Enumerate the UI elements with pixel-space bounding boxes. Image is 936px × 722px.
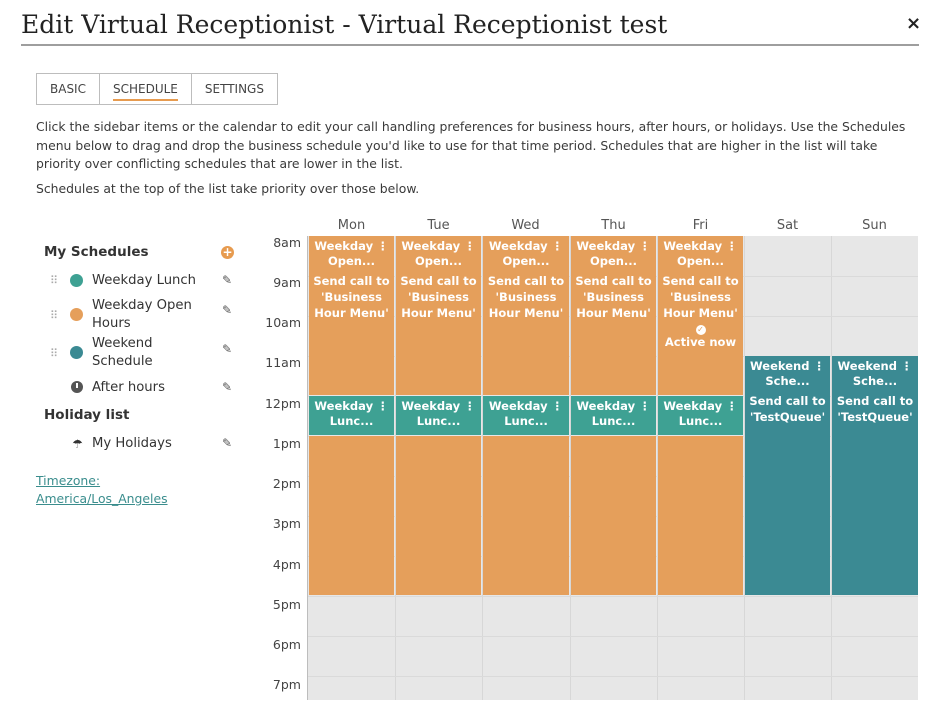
event-weekday-open-fri-afternoon[interactable] bbox=[658, 436, 743, 595]
event-title: Weekday ⋮ Open... bbox=[314, 239, 389, 268]
event-description: Send call to 'Business Hour Menu' bbox=[313, 274, 390, 320]
sidebar-item-label: My Holidays bbox=[92, 436, 172, 451]
edit-pencil-icon[interactable]: ✎ bbox=[222, 380, 233, 394]
day-header-fri: Fri bbox=[692, 218, 709, 233]
time-label-5pm: 5pm bbox=[272, 597, 301, 612]
event-weekday-lunch-fri[interactable]: Weekday ⋮ Lunc... bbox=[658, 396, 743, 435]
event-title: Weekday ⋮ Lunc... bbox=[488, 399, 564, 428]
day-header-thu: Thu bbox=[601, 218, 626, 233]
tab-settings[interactable]: SETTINGS bbox=[204, 82, 264, 96]
event-weekday-open-mon-afternoon[interactable] bbox=[309, 436, 394, 595]
event-title: Weekday ⋮ Open... bbox=[663, 239, 738, 268]
event-description: Send call to 'TestQueue' bbox=[749, 394, 826, 424]
edit-pencil-icon[interactable]: ✎ bbox=[222, 303, 233, 317]
event-weekday-open-tue-afternoon[interactable] bbox=[396, 436, 481, 595]
event-title: Weekend ⋮ Sche... bbox=[837, 359, 913, 388]
sidebar-item-label: Weekday Open Hours bbox=[92, 298, 192, 331]
tab-bar: BASIC SCHEDULE SETTINGS bbox=[36, 73, 278, 105]
drag-handle-icon[interactable]: ⠿ bbox=[50, 347, 58, 360]
time-label-9am: 9am bbox=[273, 275, 301, 290]
clock-icon bbox=[71, 381, 83, 393]
tab-basic[interactable]: BASIC bbox=[37, 74, 100, 104]
event-weekday-lunch-tue[interactable]: Weekday ⋮ Lunc... bbox=[396, 396, 481, 435]
time-label-7pm: 7pm bbox=[272, 677, 301, 692]
event-weekday-open-mon[interactable]: Weekday ⋮ Open... Send call to 'Business… bbox=[309, 236, 394, 395]
drag-handle-icon[interactable]: ⠿ bbox=[50, 274, 58, 287]
timezone-link[interactable]: Timezone: America/Los_Angeles bbox=[36, 472, 168, 508]
day-header-wed: Wed bbox=[511, 218, 540, 233]
timezone-value: America/Los_Angeles bbox=[36, 491, 168, 506]
drag-handle-icon[interactable]: ⠿ bbox=[50, 309, 58, 322]
time-label-1pm: 1pm bbox=[272, 436, 301, 451]
event-title: Weekday ⋮ Lunc... bbox=[576, 399, 651, 428]
event-title: Weekday ⋮ Lunc... bbox=[401, 399, 476, 428]
event-description: Send call to 'Business Hour Menu' bbox=[662, 274, 739, 320]
event-title: Weekday ⋮ Lunc... bbox=[314, 399, 389, 428]
time-label-12pm: 12pm bbox=[264, 396, 301, 411]
tab-schedule[interactable]: SCHEDULE bbox=[100, 74, 192, 104]
active-now-label: Active now bbox=[664, 335, 737, 349]
event-weekday-lunch-mon[interactable]: Weekday ⋮ Lunc... bbox=[309, 396, 394, 435]
event-weekend-sat[interactable]: Weekend ⋮ Sche... Send call to 'TestQueu… bbox=[745, 356, 830, 595]
time-label-6pm: 6pm bbox=[272, 637, 301, 652]
event-description: Send call to 'Business Hour Menu' bbox=[400, 274, 477, 320]
event-title: Weekday ⋮ Lunc... bbox=[663, 399, 738, 428]
priority-note: Schedules at the top of the list take pr… bbox=[36, 181, 420, 196]
umbrella-icon: ☂ bbox=[72, 437, 83, 451]
sidebar-item-label: Weekday Lunch bbox=[92, 273, 197, 288]
event-weekday-open-wed[interactable]: Weekday ⋮ Open... Send call to 'Business… bbox=[483, 236, 569, 395]
event-description: Send call to 'TestQueue' bbox=[836, 394, 914, 424]
event-weekday-open-fri[interactable]: Weekday ⋮ Open... Send call to 'Business… bbox=[658, 236, 743, 395]
day-header-sat: Sat bbox=[776, 218, 799, 233]
day-header-mon: Mon bbox=[337, 218, 366, 233]
title-divider bbox=[21, 44, 919, 46]
event-title: Weekday ⋮ Open... bbox=[576, 239, 651, 268]
event-weekday-lunch-thu[interactable]: Weekday ⋮ Lunc... bbox=[571, 396, 656, 435]
dialog-title: Edit Virtual Receptionist - Virtual Rece… bbox=[21, 10, 668, 39]
sidebar-item-label: Weekend Schedule bbox=[92, 336, 153, 369]
edit-pencil-icon[interactable]: ✎ bbox=[222, 273, 233, 287]
event-weekday-open-thu[interactable]: Weekday ⋮ Open... Send call to 'Business… bbox=[571, 236, 656, 395]
schedule-color-dot bbox=[70, 274, 83, 287]
time-label-10am: 10am bbox=[265, 315, 301, 330]
calendar-axis bbox=[307, 236, 308, 700]
event-weekday-lunch-wed[interactable]: Weekday ⋮ Lunc... bbox=[483, 396, 569, 435]
edit-pencil-icon[interactable]: ✎ bbox=[222, 342, 233, 356]
event-weekday-open-thu-afternoon[interactable] bbox=[571, 436, 656, 595]
event-description: Send call to 'Business Hour Menu' bbox=[575, 274, 652, 320]
event-description: Send call to 'Business Hour Menu' bbox=[487, 274, 565, 320]
day-header-sun: Sun bbox=[862, 218, 887, 233]
add-schedule-icon[interactable]: + bbox=[221, 245, 234, 259]
sidebar-item-label: After hours bbox=[92, 380, 165, 395]
event-weekday-open-tue[interactable]: Weekday ⋮ Open... Send call to 'Business… bbox=[396, 236, 481, 395]
event-title: Weekday ⋮ Open... bbox=[401, 239, 476, 268]
schedule-description: Click the sidebar items or the calendar … bbox=[36, 119, 906, 171]
time-label-2pm: 2pm bbox=[272, 476, 301, 491]
time-label-11am: 11am bbox=[265, 355, 301, 370]
holiday-list-heading: Holiday list bbox=[44, 407, 130, 423]
edit-pencil-icon[interactable]: ✎ bbox=[222, 436, 233, 450]
timezone-label: Timezone: bbox=[36, 473, 101, 488]
time-label-3pm: 3pm bbox=[272, 516, 301, 531]
event-weekend-sun[interactable]: Weekend ⋮ Sche... Send call to 'TestQueu… bbox=[832, 356, 918, 595]
day-header-tue: Tue bbox=[427, 218, 450, 233]
time-label-8am: 8am bbox=[273, 235, 301, 250]
schedule-color-dot bbox=[70, 346, 83, 359]
my-schedules-heading: My Schedules bbox=[44, 244, 149, 260]
close-icon[interactable]: × bbox=[906, 13, 922, 34]
check-circle-icon: ✓ bbox=[695, 325, 706, 335]
event-title: Weekend ⋮ Sche... bbox=[750, 359, 825, 388]
schedule-color-dot bbox=[70, 308, 83, 321]
event-title: Weekday ⋮ Open... bbox=[488, 239, 564, 268]
time-label-4pm: 4pm bbox=[272, 557, 301, 572]
event-weekday-open-wed-afternoon[interactable] bbox=[483, 436, 569, 595]
